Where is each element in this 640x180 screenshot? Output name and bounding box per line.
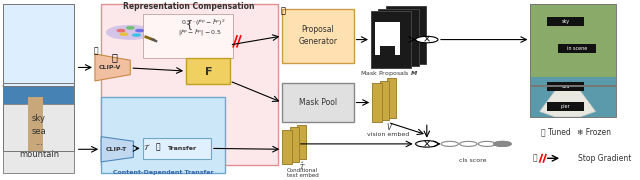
FancyBboxPatch shape: [380, 81, 389, 120]
FancyBboxPatch shape: [375, 22, 400, 55]
FancyBboxPatch shape: [28, 97, 44, 151]
FancyBboxPatch shape: [371, 11, 412, 68]
Circle shape: [415, 141, 438, 147]
FancyBboxPatch shape: [386, 6, 426, 64]
FancyBboxPatch shape: [290, 127, 299, 161]
FancyBboxPatch shape: [282, 129, 292, 164]
FancyBboxPatch shape: [547, 102, 584, 111]
Circle shape: [415, 36, 438, 43]
Text: ❄️ Frozen: ❄️ Frozen: [577, 128, 611, 137]
Text: $\{$: $\{$: [186, 18, 193, 32]
FancyBboxPatch shape: [3, 104, 74, 173]
Circle shape: [494, 141, 511, 146]
Text: sea: sea: [561, 84, 570, 89]
Circle shape: [478, 141, 495, 146]
Text: pier: pier: [561, 104, 571, 109]
FancyBboxPatch shape: [380, 46, 395, 58]
Text: $\hat{T}$: $\hat{T}$: [300, 161, 306, 172]
Text: sea: sea: [32, 127, 47, 136]
Text: 🔥: 🔥: [94, 46, 99, 55]
Text: $\mathcal{T}$: $\mathcal{T}$: [143, 142, 151, 152]
FancyBboxPatch shape: [387, 78, 396, 118]
Text: Transfer: Transfer: [167, 146, 196, 151]
Text: 🔥: 🔥: [156, 142, 161, 151]
Text: in scene: in scene: [567, 46, 587, 51]
FancyBboxPatch shape: [282, 83, 354, 122]
Text: CLIP-T: CLIP-T: [106, 147, 127, 152]
Circle shape: [460, 141, 477, 146]
Circle shape: [441, 141, 458, 146]
FancyBboxPatch shape: [101, 97, 225, 173]
FancyBboxPatch shape: [531, 77, 616, 117]
Polygon shape: [540, 86, 596, 117]
Text: $\mathbf{F}$: $\mathbf{F}$: [204, 65, 212, 77]
Text: Mask Proposals $\boldsymbol{M}$: Mask Proposals $\boldsymbol{M}$: [360, 69, 419, 78]
Text: cls score: cls score: [459, 158, 486, 163]
Text: sky: sky: [562, 19, 570, 24]
FancyBboxPatch shape: [101, 4, 278, 165]
Circle shape: [494, 141, 511, 146]
Text: CLIP-V: CLIP-V: [99, 65, 121, 70]
Text: Conditional
text embed: Conditional text embed: [287, 168, 319, 178]
Text: Stop Gradient: Stop Gradient: [578, 154, 632, 163]
FancyBboxPatch shape: [372, 83, 381, 122]
Circle shape: [117, 30, 125, 32]
FancyBboxPatch shape: [547, 82, 584, 91]
Text: 🔥: 🔥: [532, 154, 537, 163]
Polygon shape: [3, 50, 74, 86]
FancyBboxPatch shape: [3, 4, 74, 86]
Text: 🔥: 🔥: [280, 6, 285, 15]
FancyBboxPatch shape: [3, 83, 74, 151]
FancyBboxPatch shape: [186, 58, 230, 84]
FancyBboxPatch shape: [282, 9, 354, 63]
Circle shape: [26, 19, 42, 24]
Text: Content-Dependent Transfer: Content-Dependent Transfer: [113, 170, 214, 175]
FancyBboxPatch shape: [558, 44, 596, 53]
Text: 🔥: 🔥: [112, 53, 118, 63]
Text: Generator: Generator: [298, 37, 337, 46]
Text: 🔥 Tuned: 🔥 Tuned: [541, 128, 571, 137]
Text: mountain: mountain: [19, 150, 59, 159]
Text: Representation Compensation: Representation Compensation: [124, 2, 255, 11]
Circle shape: [132, 34, 140, 36]
Circle shape: [17, 15, 39, 21]
Text: ×: ×: [423, 139, 431, 149]
Circle shape: [120, 33, 128, 35]
Text: ...: ...: [35, 138, 43, 147]
Text: ×: ×: [423, 35, 431, 45]
FancyBboxPatch shape: [143, 138, 211, 159]
Text: Mask Pool: Mask Pool: [299, 98, 337, 107]
FancyBboxPatch shape: [143, 14, 232, 58]
Circle shape: [30, 14, 47, 19]
Circle shape: [127, 27, 134, 29]
FancyBboxPatch shape: [297, 125, 307, 159]
Polygon shape: [101, 137, 133, 162]
Text: Proposal: Proposal: [301, 25, 334, 34]
FancyBboxPatch shape: [531, 4, 616, 86]
FancyBboxPatch shape: [3, 4, 74, 86]
Polygon shape: [95, 54, 131, 81]
Circle shape: [107, 26, 154, 39]
Circle shape: [136, 30, 143, 32]
Text: $0.5\cdot(\tilde{F}^p - \hat{F}^p)^2$: $0.5\cdot(\tilde{F}^p - \hat{F}^p)^2$: [181, 17, 226, 28]
Text: vision embed: vision embed: [367, 132, 410, 136]
FancyBboxPatch shape: [378, 9, 419, 66]
Text: $V$: $V$: [386, 121, 394, 132]
Text: sky: sky: [32, 114, 46, 123]
FancyBboxPatch shape: [547, 17, 584, 26]
Text: $|\tilde{F}^p - \hat{F}^p| - 0.5$: $|\tilde{F}^p - \hat{F}^p| - 0.5$: [179, 27, 222, 38]
